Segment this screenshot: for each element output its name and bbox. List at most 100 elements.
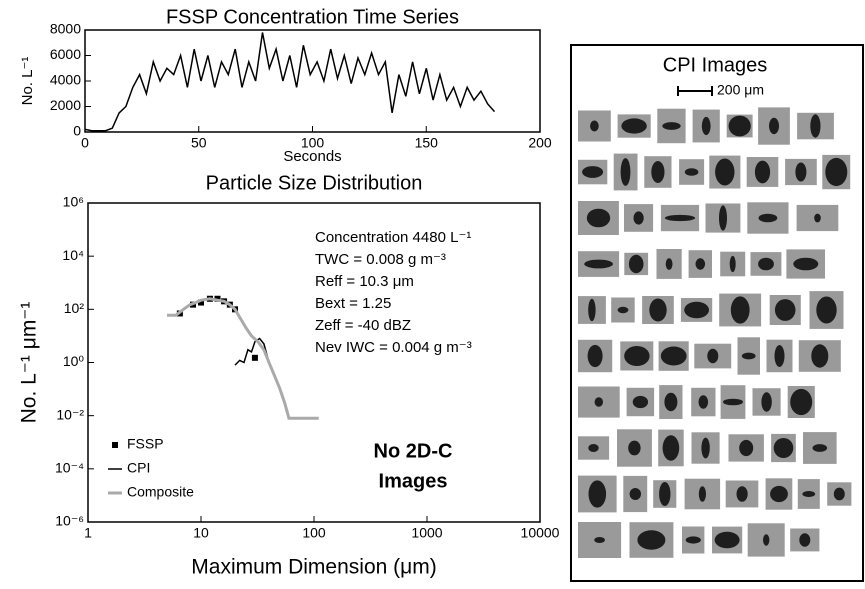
cpi-particle bbox=[758, 213, 778, 223]
cpi-particle bbox=[684, 301, 709, 319]
x-tick-label: 200 bbox=[528, 135, 552, 151]
x-tick-label: 1 bbox=[84, 525, 92, 541]
cpi-particle bbox=[588, 480, 607, 508]
annotation: Concentration 4480 L⁻¹ bbox=[315, 229, 471, 246]
data-line bbox=[234, 337, 290, 419]
cpi-particle bbox=[651, 161, 665, 183]
legend-marker bbox=[112, 442, 118, 448]
data-line bbox=[167, 297, 319, 420]
legend-label: CPI bbox=[127, 460, 150, 476]
cpi-particle bbox=[774, 345, 785, 367]
cpi-particle bbox=[758, 257, 774, 271]
cpi-particle bbox=[729, 255, 736, 273]
cpi-particle bbox=[719, 205, 727, 231]
y-tick-label: 8000 bbox=[50, 21, 81, 37]
cpi-particle bbox=[628, 440, 641, 456]
cpi-particle bbox=[814, 213, 821, 223]
cpi-particle bbox=[664, 214, 696, 222]
y-axis-label: No. L⁻¹ μm⁻¹ bbox=[18, 302, 41, 424]
x-tick-label: 10000 bbox=[521, 525, 560, 541]
data-marker bbox=[198, 299, 204, 306]
x-tick-label: 10 bbox=[193, 525, 209, 541]
y-tick-label: 10⁶ bbox=[63, 194, 84, 210]
cpi-particle bbox=[799, 533, 811, 547]
cpi-particle bbox=[774, 299, 796, 321]
y-tick-label: 10⁴ bbox=[62, 247, 84, 263]
cpi-particle bbox=[741, 352, 756, 360]
cpi-particle bbox=[665, 258, 673, 270]
data-marker bbox=[251, 354, 258, 361]
scale-label: 200 μm bbox=[717, 82, 764, 98]
chart-title: FSSP Concentration Time Series bbox=[166, 6, 459, 28]
cpi-particle bbox=[590, 120, 599, 132]
annotation: Bext = 1.25 bbox=[315, 295, 391, 312]
cpi-particle bbox=[588, 444, 599, 452]
cpi-particle bbox=[833, 487, 845, 501]
x-axis-label: Maximum Dimension (μm) bbox=[191, 556, 436, 579]
cpi-panel-title: CPI Images bbox=[663, 54, 767, 76]
cpi-particle bbox=[594, 397, 603, 407]
cpi-particle bbox=[649, 298, 667, 322]
data-line bbox=[84, 32, 496, 132]
cpi-particle bbox=[582, 166, 604, 178]
cpi-particle bbox=[685, 536, 701, 544]
y-axis-label: No. L⁻¹ bbox=[19, 57, 36, 106]
cpi-particle bbox=[624, 346, 650, 366]
cpi-particle bbox=[662, 435, 680, 461]
y-tick-label: 10⁰ bbox=[63, 353, 85, 369]
cpi-particle bbox=[695, 258, 706, 270]
cpi-particle bbox=[761, 392, 772, 412]
cpi-particle bbox=[810, 114, 821, 138]
cpi-particle bbox=[754, 160, 771, 184]
cpi-particle bbox=[588, 298, 596, 322]
note: No 2D-C bbox=[374, 440, 453, 462]
x-axis-label: Seconds bbox=[283, 148, 341, 165]
cpi-particle bbox=[736, 486, 748, 502]
cpi-particle bbox=[659, 482, 671, 506]
cpi-particle bbox=[790, 388, 813, 416]
cpi-particle bbox=[633, 211, 644, 225]
cpi-particle bbox=[617, 306, 629, 314]
cpi-particle bbox=[793, 257, 819, 271]
legend-label: Composite bbox=[127, 484, 194, 500]
cpi-particle bbox=[698, 486, 707, 502]
plot-frame bbox=[84, 29, 541, 133]
cpi-particle bbox=[707, 348, 719, 364]
note: Images bbox=[379, 470, 448, 492]
x-tick-label: 1000 bbox=[411, 525, 442, 541]
cpi-particle bbox=[632, 395, 649, 409]
cpi-particle bbox=[715, 158, 735, 186]
cpi-particle bbox=[730, 296, 750, 324]
cpi-particle bbox=[594, 537, 605, 543]
cpi-particle bbox=[825, 157, 848, 187]
cpi-particle bbox=[816, 296, 837, 324]
cpi-particle bbox=[728, 115, 751, 137]
cpi-particle bbox=[621, 118, 647, 134]
cpi-particle bbox=[795, 162, 807, 182]
x-tick-label: 0 bbox=[81, 135, 89, 151]
annotation: Zeff = -40 dBZ bbox=[315, 317, 411, 334]
cpi-particle bbox=[769, 117, 779, 135]
cpi-particle bbox=[684, 168, 699, 176]
cpi-particle bbox=[701, 437, 710, 459]
cpi-particle bbox=[811, 344, 829, 368]
cpi-particle bbox=[763, 534, 770, 546]
cpi-particle bbox=[620, 158, 631, 186]
plot-frame bbox=[87, 202, 541, 523]
legend-label: FSSP bbox=[127, 436, 164, 452]
y-tick-label: 10⁻⁴ bbox=[55, 460, 84, 476]
cpi-particle bbox=[587, 344, 603, 368]
cpi-particle bbox=[802, 491, 816, 497]
x-tick-label: 100 bbox=[301, 135, 325, 151]
y-tick-label: 10² bbox=[64, 300, 85, 316]
cpi-particle bbox=[629, 488, 641, 500]
annotation: Nev IWC = 0.004 g m⁻³ bbox=[315, 339, 472, 356]
cpi-particle bbox=[698, 395, 709, 409]
cpi-particle bbox=[664, 392, 678, 412]
y-tick-label: 10⁻⁶ bbox=[55, 513, 84, 529]
x-tick-label: 50 bbox=[191, 135, 207, 151]
x-tick-label: 150 bbox=[415, 135, 439, 151]
cpi-particle bbox=[770, 485, 788, 503]
cpi-particle bbox=[701, 116, 711, 136]
